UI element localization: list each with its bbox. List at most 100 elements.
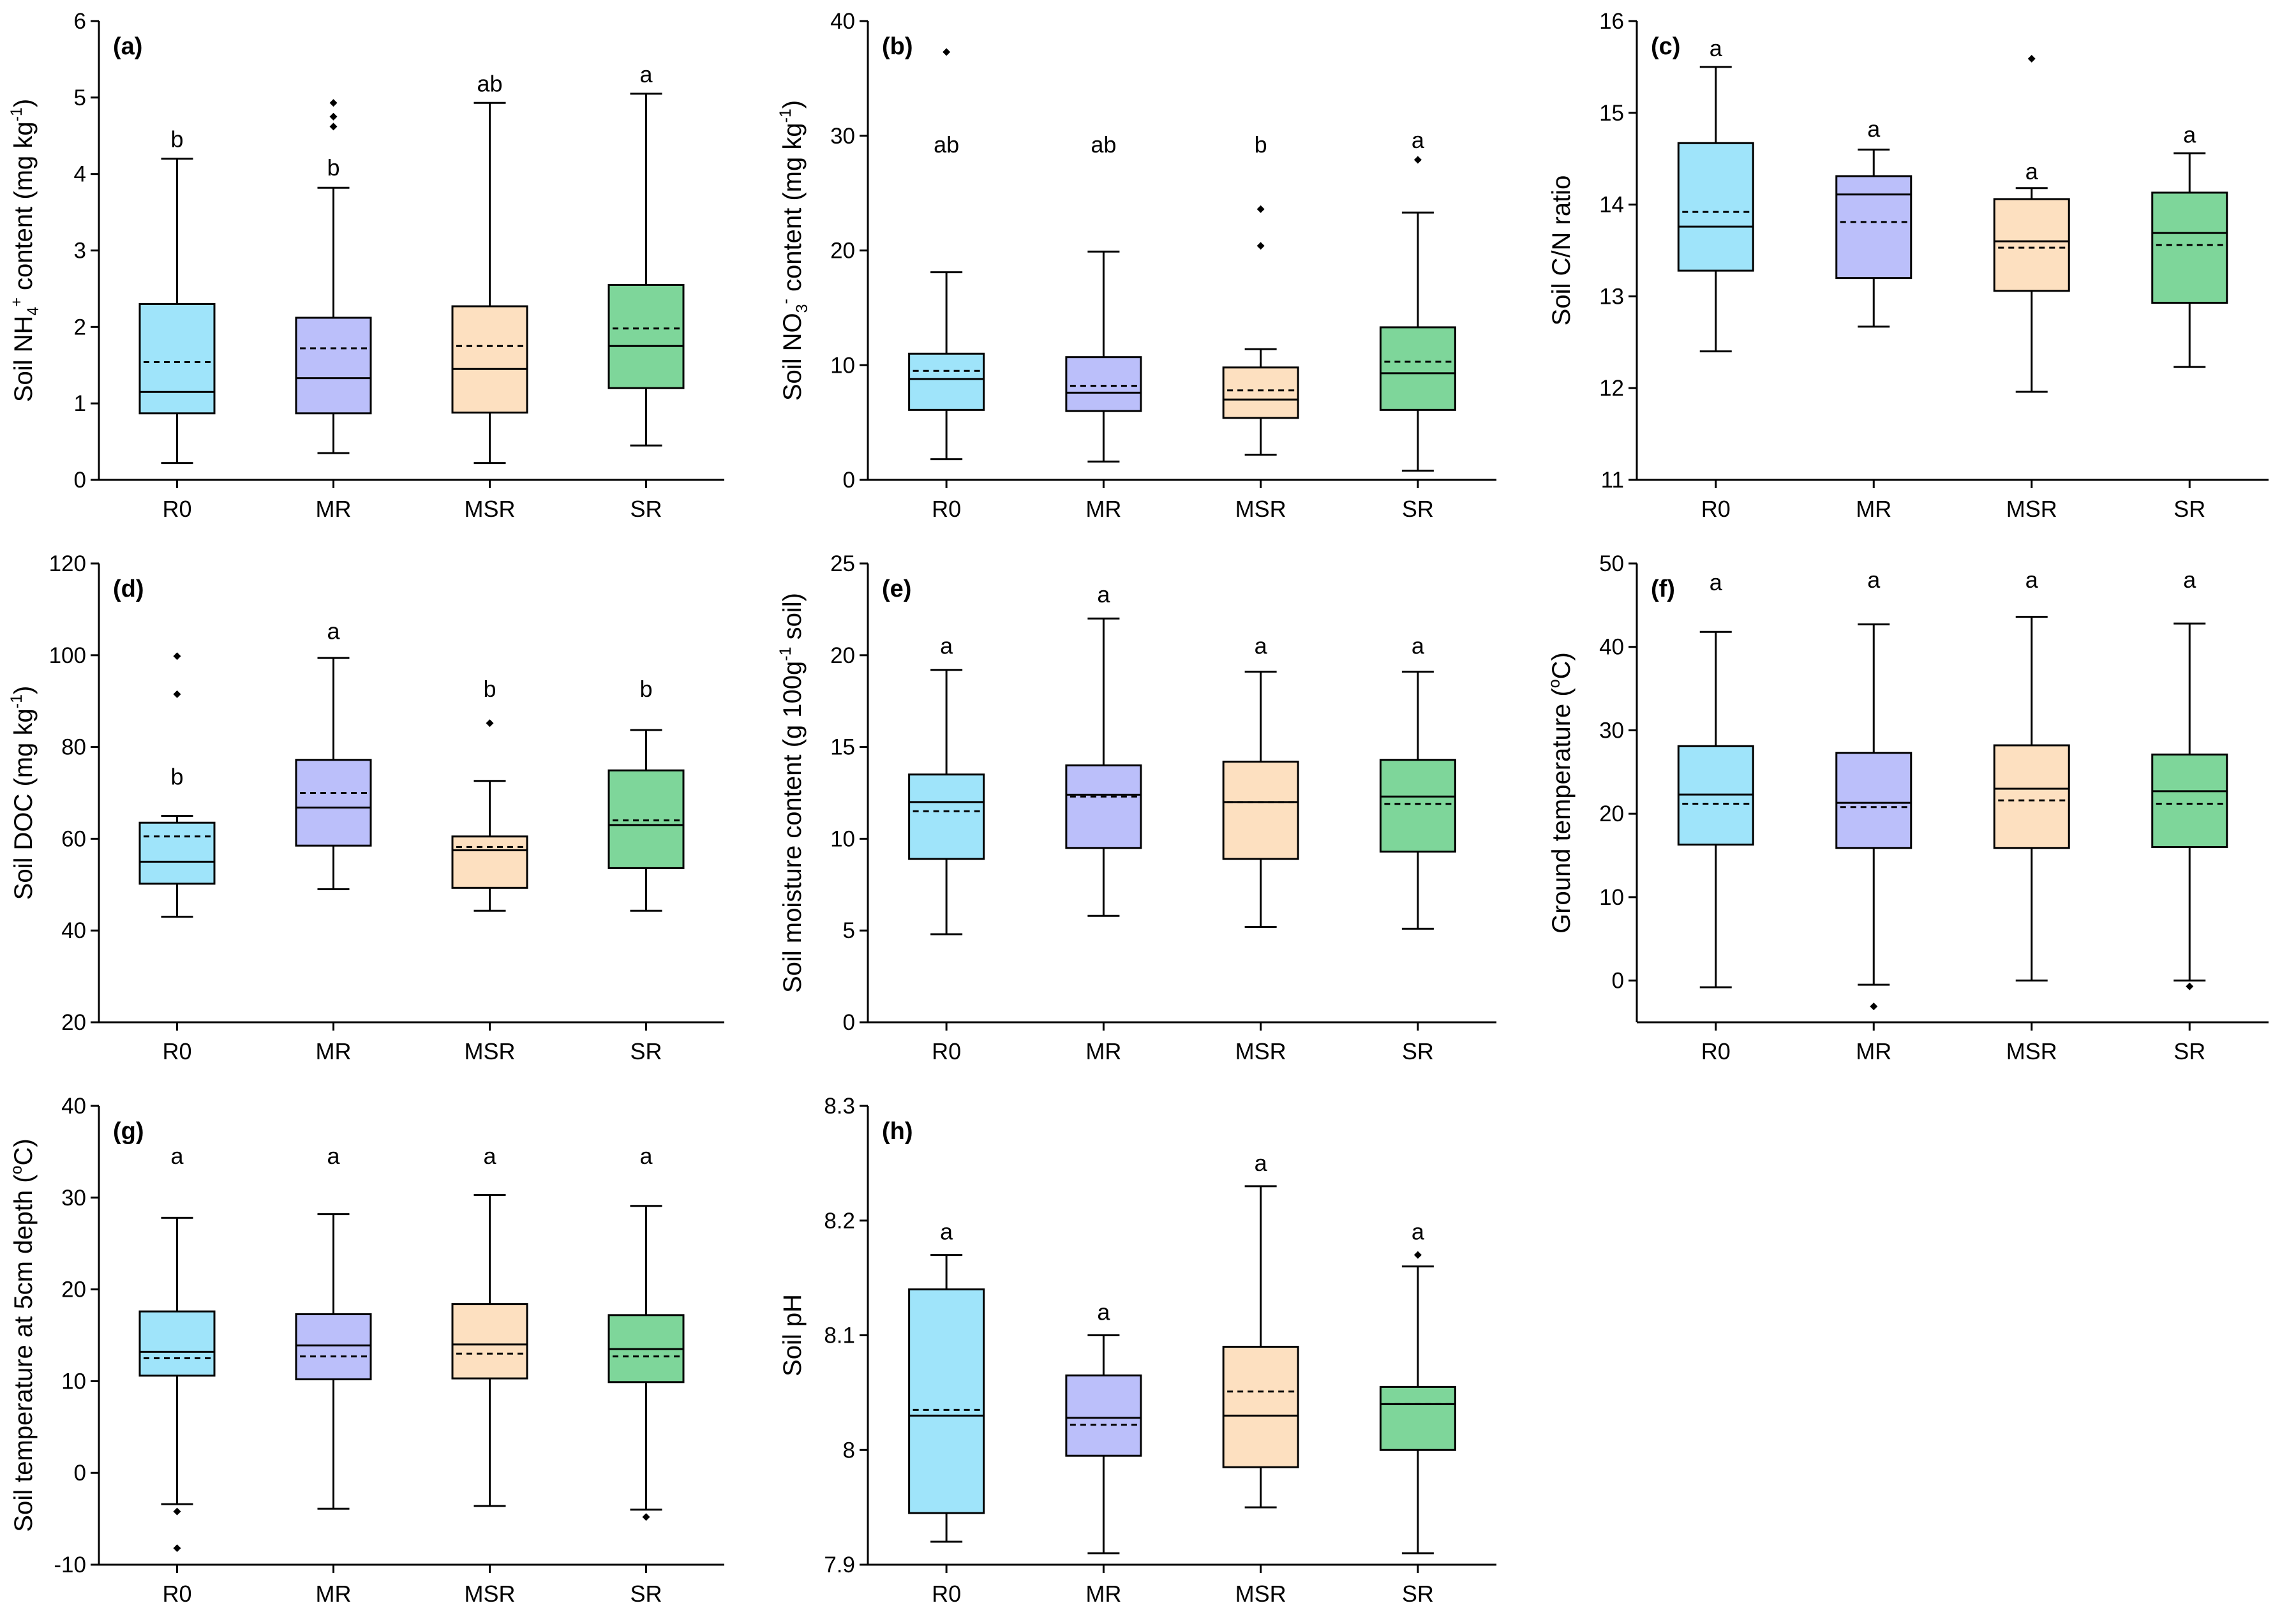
y-axis-title-superscript: -1 bbox=[8, 107, 26, 121]
box-iqr bbox=[1677, 142, 1754, 272]
box-iqr bbox=[2151, 191, 2228, 304]
y-axis-title-text: Soil DOC (mg kg bbox=[10, 708, 38, 900]
y-axis-title: Soil pH bbox=[779, 1294, 807, 1376]
outlier-point bbox=[329, 112, 338, 121]
x-tick-label-sr: SR bbox=[2173, 496, 2205, 522]
y-tick-label: 8.1 bbox=[824, 1323, 855, 1348]
box-msr: a bbox=[1222, 632, 1299, 928]
box-r0: ab bbox=[908, 48, 985, 461]
x-tick-label-msr: MSR bbox=[2006, 1038, 2057, 1064]
panel-label: (e) bbox=[882, 576, 911, 602]
y-axis-title-superscript: o bbox=[8, 1166, 26, 1175]
box-iqr bbox=[1379, 1385, 1456, 1451]
outlier-point bbox=[329, 123, 338, 131]
significance-letter: b bbox=[327, 154, 339, 181]
box-mr: a bbox=[1065, 1299, 1142, 1554]
y-axis-title-subscript: 4 bbox=[24, 307, 42, 316]
box-msr: a bbox=[1993, 54, 2070, 393]
box-iqr bbox=[295, 1313, 372, 1381]
y-axis-title-text: Soil pH bbox=[779, 1294, 807, 1376]
significance-letter: ab bbox=[934, 131, 959, 158]
box-r0: a bbox=[1677, 35, 1754, 353]
y-tick-label: 10 bbox=[61, 1369, 86, 1394]
outlier-point bbox=[2027, 54, 2036, 63]
significance-letter: b bbox=[170, 763, 183, 789]
significance-letter: a bbox=[1412, 1219, 1425, 1245]
y-axis-title-superscript: -1 bbox=[8, 694, 26, 708]
x-tick-label-r0: R0 bbox=[1701, 496, 1731, 522]
y-tick-label: 13 bbox=[1599, 284, 1624, 309]
box-iqr bbox=[138, 302, 216, 415]
box-iqr bbox=[451, 305, 528, 414]
y-tick-label: 80 bbox=[61, 735, 86, 760]
significance-letter: a bbox=[1412, 632, 1425, 659]
x-tick-label-mr: MR bbox=[1085, 1581, 1121, 1607]
panel-e: 0 5 10 15 20 25 R0 MR MSR SR (e) Soil moisture cont… bbox=[777, 551, 1496, 1064]
box-iqr bbox=[1222, 366, 1299, 419]
box-iqr bbox=[908, 1288, 985, 1514]
x-tick-label-sr: SR bbox=[630, 1038, 662, 1064]
box-sr: a bbox=[608, 61, 685, 447]
y-axis-title: Ground temperature (oC) bbox=[1546, 652, 1576, 934]
y-tick-label: 20 bbox=[61, 1278, 86, 1302]
outlier-point bbox=[2186, 982, 2194, 990]
box-msr: a bbox=[451, 1143, 528, 1507]
y-axis-title-text: Soil temperature at 5cm depth ( bbox=[10, 1174, 38, 1532]
outlier-point bbox=[173, 1544, 181, 1553]
y-tick-label: 0 bbox=[74, 1461, 86, 1486]
x-tick-label-sr: SR bbox=[630, 496, 662, 522]
x-tick-label-r0: R0 bbox=[932, 496, 961, 522]
x-tick-label-sr: SR bbox=[1402, 1038, 1434, 1064]
panel-label: (b) bbox=[882, 33, 913, 60]
significance-letter: a bbox=[639, 1143, 653, 1169]
y-axis-title: Soil NH4+ content (mg kg-1) bbox=[8, 99, 42, 402]
y-tick-label: 8.2 bbox=[824, 1209, 855, 1234]
y-axis-title: Soil moisture content (g 100g-1 soil) bbox=[777, 593, 807, 993]
y-tick-label: 5 bbox=[74, 86, 86, 110]
y-tick-label: 30 bbox=[61, 1186, 86, 1211]
x-tick-label-r0: R0 bbox=[1701, 1038, 1731, 1064]
box-iqr bbox=[1065, 764, 1142, 849]
y-tick-label: 2 bbox=[74, 315, 86, 339]
box-mr: ab bbox=[1065, 131, 1142, 463]
significance-letter: a bbox=[1867, 567, 1881, 593]
box-msr: a bbox=[1222, 1150, 1299, 1509]
box-msr: a bbox=[1993, 567, 2070, 982]
y-axis-title-text: C) bbox=[10, 1138, 38, 1165]
significance-letter: a bbox=[483, 1143, 496, 1169]
y-tick-label: 7.9 bbox=[824, 1553, 855, 1577]
x-tick-label-r0: R0 bbox=[932, 1581, 961, 1607]
box-iqr bbox=[608, 769, 685, 869]
y-axis-title-text: Soil NO bbox=[779, 313, 807, 401]
y-tick-label: 0 bbox=[1612, 969, 1624, 994]
box-r0: b bbox=[138, 652, 216, 918]
y-tick-label: 0 bbox=[843, 468, 855, 493]
x-tick-label-sr: SR bbox=[630, 1581, 662, 1607]
y-axis-title-text: content (mg kg bbox=[779, 123, 807, 299]
y-tick-label: 4 bbox=[74, 162, 86, 187]
y-tick-label: 10 bbox=[1599, 885, 1624, 910]
x-tick-label-msr: MSR bbox=[465, 1581, 516, 1607]
box-msr: b bbox=[451, 676, 528, 912]
outlier-point bbox=[1413, 156, 1422, 164]
y-tick-label: 15 bbox=[1599, 101, 1624, 126]
y-tick-label: -10 bbox=[54, 1553, 86, 1577]
box-sr: a bbox=[608, 1143, 685, 1521]
box-msr: ab bbox=[451, 70, 528, 465]
box-mr: a bbox=[295, 618, 372, 890]
significance-letter: a bbox=[940, 632, 953, 659]
outlier-point bbox=[1413, 1251, 1422, 1259]
outlier-point bbox=[1256, 205, 1265, 213]
panel-label: (f) bbox=[1651, 576, 1675, 602]
box-iqr bbox=[908, 773, 985, 860]
x-tick-label-mr: MR bbox=[1085, 496, 1121, 522]
x-tick-label-mr: MR bbox=[1856, 496, 1891, 522]
box-iqr bbox=[1379, 759, 1456, 853]
significance-letter: a bbox=[1710, 569, 1723, 595]
panel-g: -10 0 10 20 30 40 R0 MR MSR SR (g) Soil temperature… bbox=[8, 1094, 724, 1607]
y-axis-title-text: soil) bbox=[779, 593, 807, 646]
y-tick-label: 3 bbox=[74, 239, 86, 264]
significance-letter: a bbox=[2183, 121, 2196, 147]
outlier-point bbox=[1870, 1003, 1878, 1011]
